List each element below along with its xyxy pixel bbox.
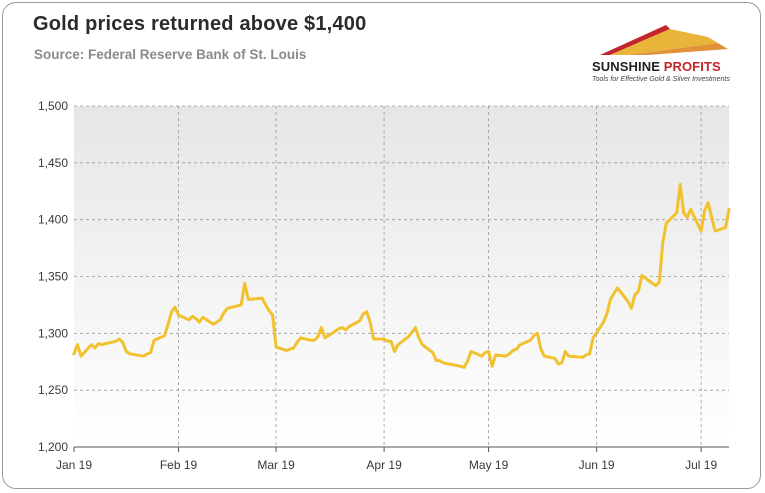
logo-tagline: Tools for Effective Gold & Silver Invest… [592,76,730,83]
logo-stripe-orange [628,43,728,55]
x-tick-label: Jan 19 [56,458,92,472]
x-axis-ticks: Jan 19 Feb 19 Mar 19 Apr 19 May 19 Jun 19 Jul … [56,447,717,472]
gold-price-series-line [72,182,731,369]
logo-swoosh-icon [600,25,728,55]
logo-stripe-gold [610,29,718,55]
logo-stripe-red [600,25,670,55]
x-tick-label: May 19 [469,458,509,472]
y-tick-label: 1,500 [38,99,68,113]
y-tick-label: 1,350 [38,270,68,284]
sunshine-profits-logo: SUNSHINE PROFITS Tools for Effective Gol… [588,19,748,89]
chart-source: Source: Federal Reserve Bank of St. Loui… [34,47,307,62]
y-tick-label: 1,450 [38,156,68,170]
x-tick-label: Apr 19 [366,458,402,472]
y-tick-label: 1,200 [38,440,68,454]
y-axis-ticks: 1,200 1,250 1,300 1,350 1,400 1,450 1,500 [38,99,68,454]
y-tick-label: 1,300 [38,326,68,340]
x-tick-label: Mar 19 [257,458,295,472]
chart-title: Gold prices returned above $1,400 [33,13,367,35]
logo-name-part2: PROFITS [659,59,721,74]
logo-name-part1: SUNSHINE [592,59,660,74]
y-tick-label: 1,250 [38,383,68,397]
y-tick-label: 1,400 [38,213,68,227]
x-tick-label: Jun 19 [579,458,615,472]
grid-lines [74,105,729,447]
x-tick-label: Feb 19 [160,458,198,472]
logo-name: SUNSHINE PROFITS [592,59,721,74]
x-tick-label: Jul 19 [685,458,717,472]
